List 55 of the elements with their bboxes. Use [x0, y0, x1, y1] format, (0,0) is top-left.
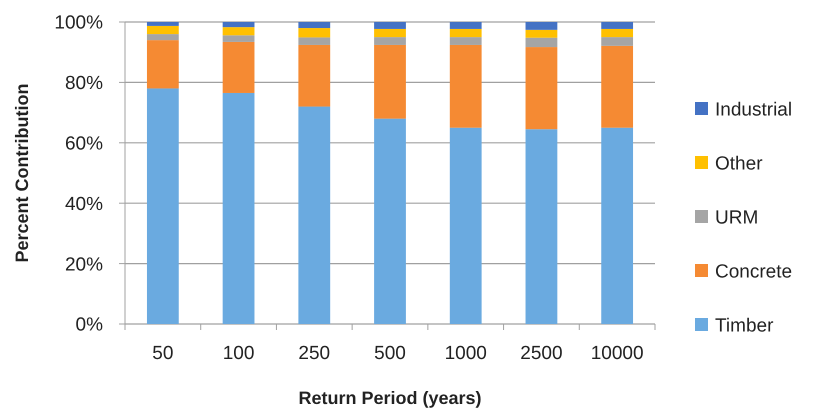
legend-label: Other: [715, 154, 764, 175]
y-axis-title: Percent Contribution: [12, 84, 32, 262]
bar: [222, 22, 254, 28]
bar: [298, 28, 330, 38]
bar: [222, 42, 254, 93]
bar: [298, 37, 330, 45]
bar: [146, 22, 179, 26]
bar: [222, 35, 254, 42]
bar: [601, 28, 634, 38]
bar: [450, 37, 482, 45]
bar: [450, 28, 482, 38]
bar: [526, 129, 558, 324]
bar: [601, 46, 634, 128]
bar: [526, 30, 558, 38]
bar: [526, 47, 558, 130]
bar: [298, 106, 330, 324]
legend-label: Timber: [715, 316, 774, 337]
legend-label: Concrete: [715, 262, 792, 283]
bar: [146, 34, 179, 40]
bar: [601, 22, 634, 29]
y-tick-label: 80%: [64, 73, 104, 94]
x-tick-label: 2500: [520, 343, 563, 364]
bar: [146, 26, 179, 34]
legend-label: Industrial: [715, 100, 792, 121]
x-tick-label: 100: [222, 343, 254, 364]
bar: [298, 22, 330, 28]
y-tick-label: 0%: [76, 314, 104, 336]
bar: [222, 27, 254, 36]
bar: [146, 40, 179, 88]
bar: [146, 88, 179, 324]
y-tick-label: 100%: [54, 12, 104, 34]
y-tick-label: 40%: [64, 194, 104, 215]
bar: [450, 22, 482, 29]
x-tick-label: 50: [152, 343, 174, 364]
bar: [526, 38, 558, 48]
bar: [374, 37, 406, 45]
bar: [374, 28, 406, 38]
bar: [374, 22, 406, 29]
bar: [222, 92, 254, 324]
bar: [450, 44, 482, 128]
bar: [601, 37, 634, 46]
y-tick-label: 20%: [64, 254, 104, 276]
bar: [526, 22, 558, 30]
bar: [374, 118, 406, 324]
x-tick-label: 500: [374, 343, 406, 364]
x-tick-label: 10000: [590, 343, 644, 364]
bar: [601, 128, 634, 324]
bar: [298, 44, 330, 107]
bar: [450, 128, 482, 324]
bar: [374, 44, 406, 119]
x-axis-title: Return Period (years): [298, 388, 482, 408]
x-tick-label: 250: [298, 343, 330, 364]
x-tick-label: 1000: [444, 343, 487, 364]
legend-label: URM: [715, 208, 758, 229]
y-tick-label: 60%: [64, 133, 104, 154]
